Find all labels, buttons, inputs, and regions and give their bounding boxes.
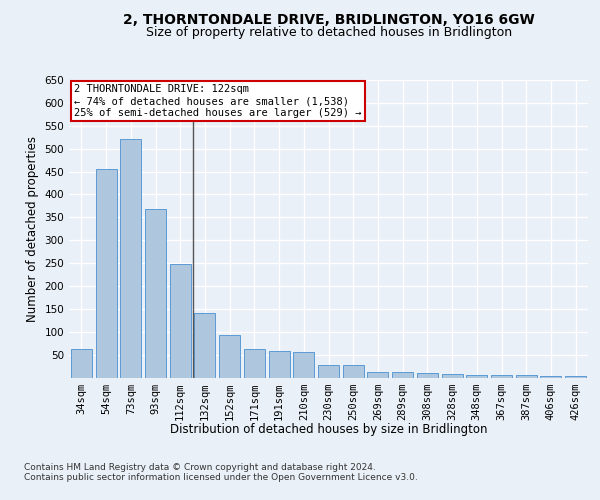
Bar	[120, 138, 141, 378]
Bar	[269, 352, 290, 378]
Text: 2 THORNTONDALE DRIVE: 122sqm
← 74% of detached houses are smaller (1,538)
25% of: 2 THORNTONDALE DRIVE: 122sqm ← 74% of de…	[74, 84, 362, 117]
Bar	[318, 365, 339, 378]
Bar	[392, 372, 413, 378]
Bar	[417, 374, 438, 378]
Bar	[343, 365, 364, 378]
Bar	[244, 348, 265, 378]
Bar	[95, 169, 116, 378]
Text: Size of property relative to detached houses in Bridlington: Size of property relative to detached ho…	[146, 26, 512, 39]
Bar	[194, 314, 215, 378]
Y-axis label: Number of detached properties: Number of detached properties	[26, 136, 39, 322]
Bar	[565, 376, 586, 378]
Bar	[466, 375, 487, 378]
Bar	[491, 375, 512, 378]
Text: 2, THORNTONDALE DRIVE, BRIDLINGTON, YO16 6GW: 2, THORNTONDALE DRIVE, BRIDLINGTON, YO16…	[123, 12, 535, 26]
Text: Contains HM Land Registry data © Crown copyright and database right 2024.
Contai: Contains HM Land Registry data © Crown c…	[24, 462, 418, 482]
Bar	[170, 264, 191, 378]
Bar	[541, 376, 562, 378]
Text: Distribution of detached houses by size in Bridlington: Distribution of detached houses by size …	[170, 422, 488, 436]
Bar	[145, 209, 166, 378]
Bar	[516, 375, 537, 378]
Bar	[293, 352, 314, 378]
Bar	[442, 374, 463, 378]
Bar	[367, 372, 388, 378]
Bar	[219, 336, 240, 378]
Bar	[71, 349, 92, 378]
